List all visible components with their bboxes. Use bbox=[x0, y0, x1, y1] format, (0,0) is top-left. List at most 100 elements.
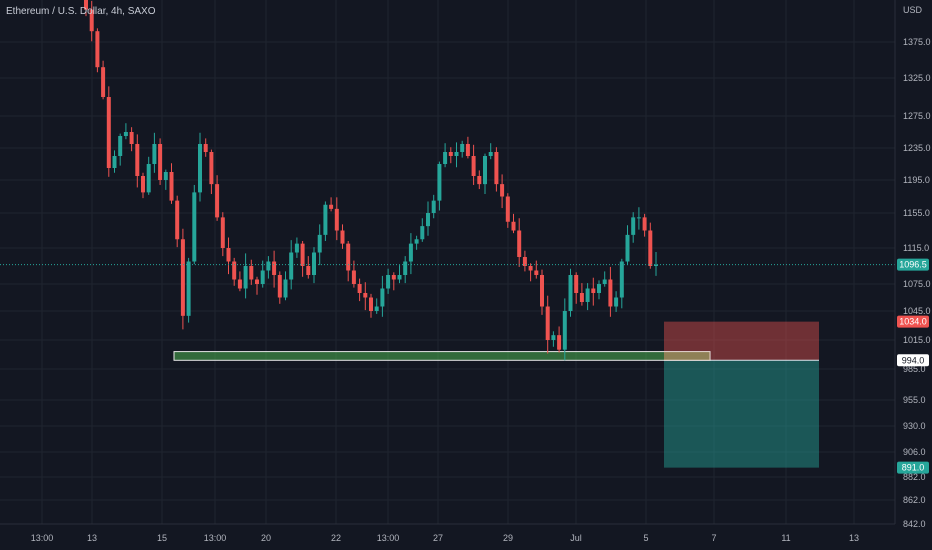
candle bbox=[112, 150, 117, 173]
candle-body bbox=[488, 152, 493, 156]
candle bbox=[511, 213, 516, 234]
candle-body bbox=[522, 257, 527, 266]
candle-body bbox=[106, 97, 111, 168]
candle bbox=[192, 184, 197, 265]
candle bbox=[517, 218, 522, 267]
trade-zones bbox=[173, 321, 819, 468]
candle-body bbox=[568, 275, 573, 311]
candle-body bbox=[334, 208, 339, 231]
price-tick-label: 1115.0 bbox=[903, 243, 929, 253]
candle bbox=[426, 201, 430, 236]
candle-body bbox=[619, 261, 624, 298]
candle-body bbox=[84, 0, 88, 10]
candle bbox=[380, 275, 385, 317]
candle bbox=[602, 271, 607, 287]
time-tick-label: 11 bbox=[781, 533, 790, 543]
candle-body bbox=[403, 261, 408, 275]
price-tag: 1096.5 bbox=[897, 258, 929, 271]
price-tag: 994.0 bbox=[897, 354, 929, 367]
candle bbox=[522, 250, 527, 272]
candle-body bbox=[631, 217, 636, 235]
candle bbox=[460, 140, 465, 158]
candle bbox=[163, 169, 168, 190]
candle-body bbox=[329, 204, 334, 209]
candle bbox=[215, 175, 220, 221]
candle bbox=[471, 144, 476, 185]
price-tick-label: 985.0 bbox=[903, 364, 926, 374]
candle-body bbox=[226, 248, 231, 262]
candle bbox=[209, 149, 214, 195]
support-zone bbox=[173, 351, 711, 361]
candle bbox=[619, 258, 624, 309]
time-axis[interactable]: 13:00 13 15 13:00 20 22 13:00 27 29 Jul 5 7 11 13 bbox=[31, 533, 859, 543]
time-tick-label: 13:00 bbox=[204, 533, 227, 543]
candle bbox=[95, 28, 100, 73]
price-tag: 891.0 bbox=[897, 461, 929, 474]
candle bbox=[414, 235, 419, 250]
candle-body bbox=[180, 239, 185, 316]
candle bbox=[141, 172, 145, 199]
price-tag-label: 1096.5 bbox=[899, 260, 927, 270]
grid bbox=[0, 0, 895, 525]
candle-body bbox=[198, 144, 202, 193]
candle-body bbox=[454, 152, 459, 156]
candle-body bbox=[579, 293, 584, 302]
candle-body bbox=[471, 156, 476, 176]
candle bbox=[226, 237, 231, 275]
candle bbox=[220, 212, 225, 257]
candle bbox=[631, 212, 636, 243]
candle-body bbox=[272, 261, 277, 275]
candle-body bbox=[408, 243, 413, 262]
candle bbox=[579, 283, 584, 306]
candle bbox=[386, 268, 391, 294]
candle bbox=[443, 143, 448, 168]
candle-body bbox=[386, 275, 391, 289]
candle bbox=[243, 253, 248, 299]
price-tick-label: 1235.0 bbox=[903, 143, 931, 153]
candle bbox=[260, 260, 265, 288]
candle-body bbox=[540, 275, 544, 307]
time-tick-label: 20 bbox=[261, 533, 271, 543]
candle bbox=[169, 163, 174, 204]
price-tick-label: 842.0 bbox=[903, 519, 926, 529]
candle-body bbox=[391, 275, 396, 280]
candle-body bbox=[95, 31, 100, 68]
price-axis[interactable]: 1375.0 1325.0 1275.0 1235.0 1195.0 1155.0 1115… bbox=[903, 37, 931, 529]
price-tick-label: 862.0 bbox=[903, 495, 926, 505]
candle-body bbox=[112, 156, 117, 168]
candle bbox=[123, 123, 128, 140]
candle-body bbox=[237, 279, 242, 289]
candle-body bbox=[614, 297, 619, 307]
candle bbox=[277, 271, 282, 304]
candle bbox=[369, 293, 373, 318]
candle bbox=[89, 0, 94, 42]
price-tag-label: 891.0 bbox=[902, 463, 925, 473]
candle bbox=[545, 295, 550, 354]
time-tick-label: 13:00 bbox=[31, 533, 54, 543]
candle-body bbox=[642, 217, 647, 231]
candle-body bbox=[654, 264, 658, 266]
candle bbox=[540, 269, 544, 315]
candle bbox=[654, 252, 658, 276]
candle-body bbox=[186, 261, 191, 316]
price-tag-box bbox=[897, 258, 929, 271]
price-tick-label: 1045.0 bbox=[903, 306, 931, 316]
price-tick-label: 906.0 bbox=[903, 447, 926, 457]
candle bbox=[329, 197, 334, 212]
candle-body bbox=[118, 136, 123, 156]
candle bbox=[312, 247, 316, 284]
time-tick-label: 15 bbox=[157, 533, 167, 543]
candle bbox=[294, 237, 299, 258]
candle-body bbox=[232, 261, 237, 280]
candle bbox=[152, 132, 157, 173]
candle-body bbox=[465, 144, 470, 156]
candle bbox=[118, 133, 123, 166]
candle bbox=[300, 241, 305, 277]
price-tick-label: 1275.0 bbox=[903, 111, 931, 121]
candle-body bbox=[500, 184, 505, 197]
candle-body bbox=[443, 152, 448, 164]
candle-body bbox=[414, 239, 419, 244]
candle bbox=[403, 256, 408, 284]
time-tick-label: 13 bbox=[87, 533, 97, 543]
